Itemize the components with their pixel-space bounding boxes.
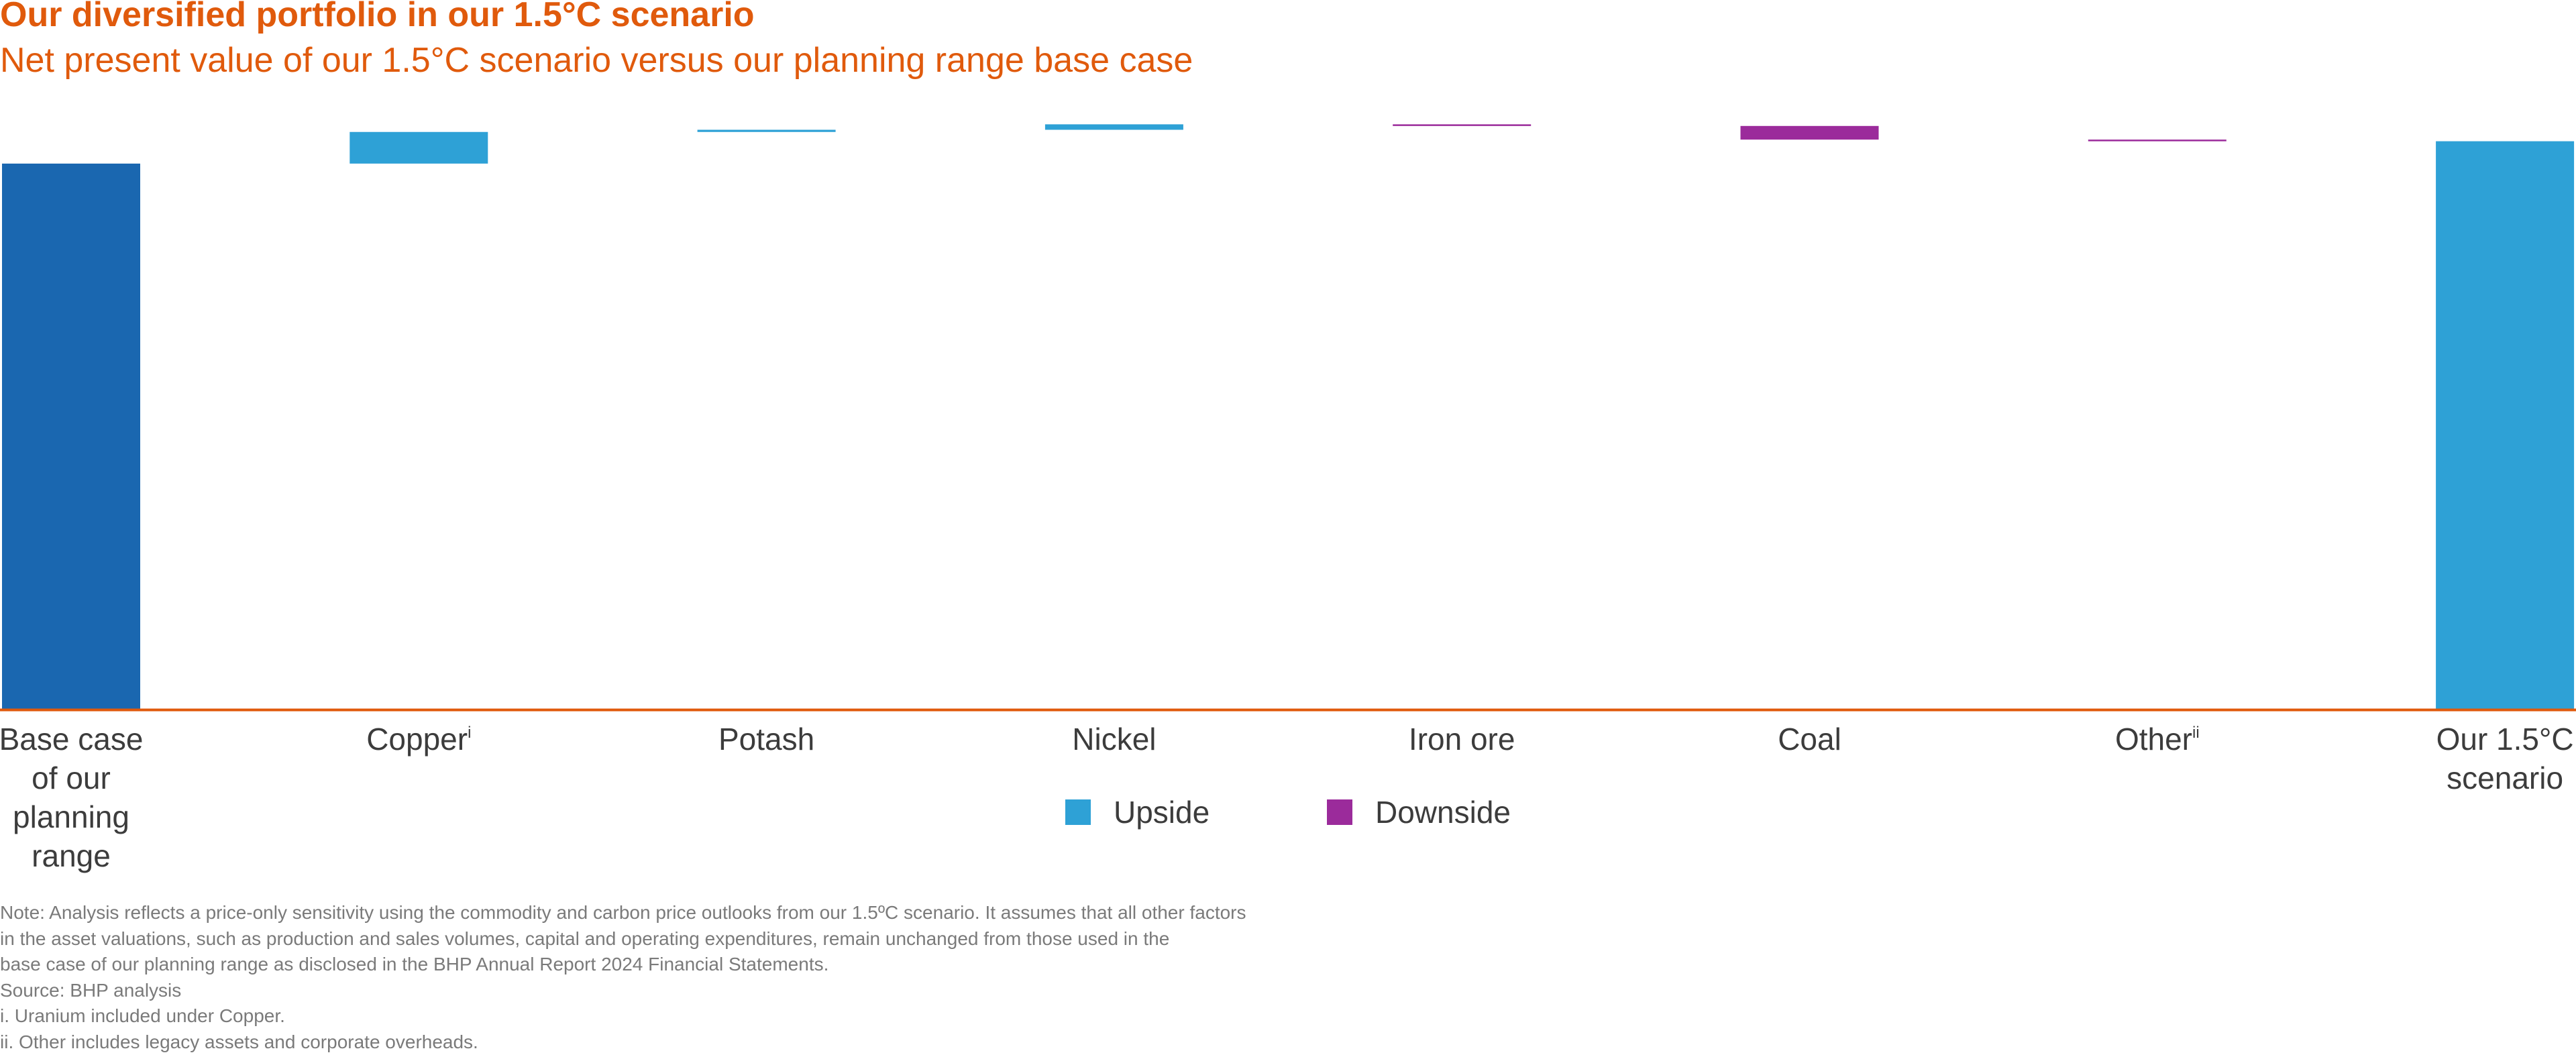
category-label-1: Base case of our planning range bbox=[0, 722, 143, 873]
chart-title: Our diversified portfolio in our 1.5°C s… bbox=[0, 0, 755, 34]
note-line-2: in the asset valuations, such as product… bbox=[0, 928, 1170, 949]
waterfall-chart: Base case of our planning range Copperi Potas… bbox=[0, 124, 2576, 873]
category-label-6: Coal bbox=[1778, 722, 1841, 757]
legend-label-downside: Downside bbox=[1375, 795, 1511, 830]
category-label-5: Iron ore bbox=[1409, 722, 1515, 757]
chart-notes: Note: Analysis reflects a price-only sen… bbox=[0, 900, 1246, 1055]
category-label-2: Copperi bbox=[366, 722, 471, 757]
bar-downside-5 bbox=[1393, 124, 1532, 126]
legend-swatch-downside bbox=[1327, 799, 1352, 825]
bar-downside-6 bbox=[1740, 125, 1879, 140]
bar-upside-3 bbox=[697, 129, 836, 132]
legend-label-upside: Upside bbox=[1114, 795, 1210, 830]
chart-subtitle: Net present value of our 1.5°C scenario … bbox=[0, 41, 1193, 80]
legend-swatch-upside bbox=[1065, 799, 1091, 825]
bar-total-1 bbox=[2, 163, 140, 709]
note-line-3: base case of our planning range as discl… bbox=[0, 954, 829, 974]
source-note: Source: BHP analysis bbox=[0, 979, 182, 1001]
footnote-ii: ii. Other includes legacy assets and cor… bbox=[0, 1031, 478, 1052]
bar-total-8 bbox=[2436, 141, 2575, 709]
footnote-i: i. Uranium included under Copper. bbox=[0, 1005, 285, 1026]
category-label-3: Potash bbox=[718, 722, 814, 757]
category-label-4: Nickel bbox=[1072, 722, 1156, 757]
bar-upside-2 bbox=[350, 131, 488, 164]
note-line-1: Note: Analysis reflects a price-only sen… bbox=[0, 902, 1246, 923]
bar-downside-7 bbox=[2088, 140, 2226, 142]
category-label-7: Otherii bbox=[2115, 722, 2200, 757]
bar-upside-4 bbox=[1044, 124, 1183, 130]
category-label-8: Our 1.5°C scenario bbox=[2436, 722, 2574, 795]
